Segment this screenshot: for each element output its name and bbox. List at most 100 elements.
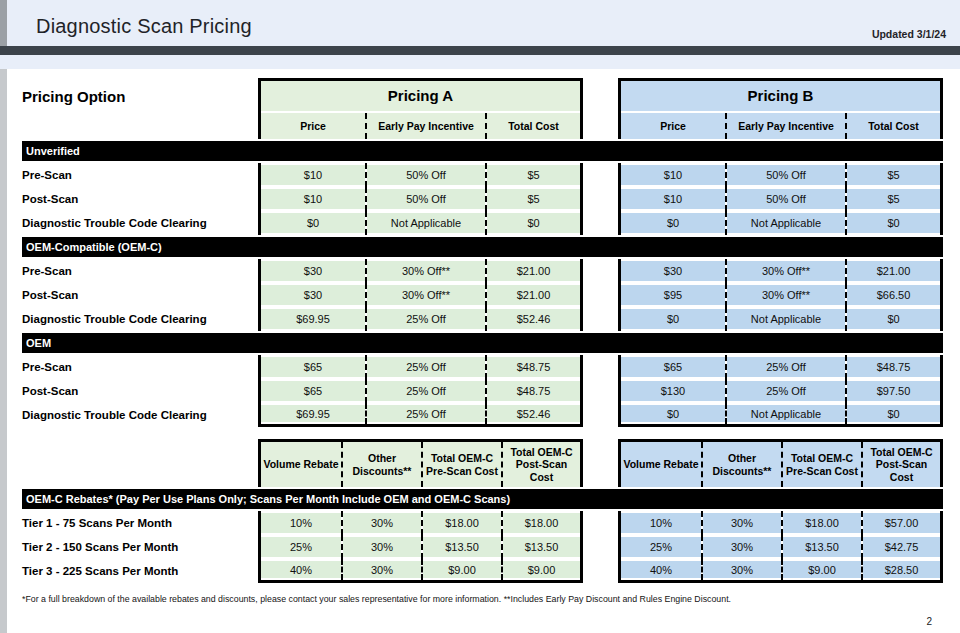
cell-total-cost: $0 xyxy=(845,307,940,331)
cell-total-postscan: $57.00 xyxy=(861,511,940,535)
row-label: Diagnostic Trouble Code Clearing xyxy=(22,403,258,427)
cell-other-discounts: 30% xyxy=(701,559,781,580)
pricing-a-cells: $10 50% Off $5 xyxy=(258,163,583,187)
cell-early-pay: 30% Off** xyxy=(365,259,485,283)
cell-total-prescan: $13.50 xyxy=(421,535,501,559)
cell-price: $69.95 xyxy=(261,307,365,331)
row-label: Tier 3 - 225 Scans Per Month xyxy=(22,559,258,583)
table-row: Post-Scan $10 50% Off $5 $10 50% Off $5 xyxy=(22,187,943,211)
pricing-a-cells: $10 50% Off $5 xyxy=(258,187,583,211)
pricing-b-cells: $0 Not Applicable $0 xyxy=(618,211,943,235)
rebates-a-column-headers: Volume Rebate Other Discounts** Total OE… xyxy=(261,442,580,487)
cell-volume-rebate: 10% xyxy=(621,511,701,535)
cell-early-pay: 25% Off xyxy=(365,307,485,331)
cell-total-cost: $21.00 xyxy=(845,259,940,283)
cell-price: $65 xyxy=(261,355,365,379)
rebates-b-cells: 25% 30% $13.50 $42.75 xyxy=(618,535,943,559)
pricing-a-header: Pricing A Price Early Pay Incentive Tota… xyxy=(258,78,583,139)
cell-early-pay: 50% Off xyxy=(725,163,845,187)
pricing-a-title: Pricing A xyxy=(261,81,580,111)
row-label: Post-Scan xyxy=(22,379,258,403)
cell-early-pay: Not Applicable xyxy=(725,403,845,424)
cell-price: $30 xyxy=(621,259,725,283)
column-header-total-prescan: Total OEM-C Pre-Scan Cost xyxy=(421,442,501,487)
cell-price: $0 xyxy=(621,403,725,424)
cell-total-cost: $21.00 xyxy=(485,259,580,283)
rebates-a-header: Volume Rebate Other Discounts** Total OE… xyxy=(258,439,583,487)
header-sub-band xyxy=(0,55,960,69)
cell-early-pay: 30% Off** xyxy=(725,259,845,283)
cell-early-pay: Not Applicable xyxy=(365,211,485,235)
cell-total-cost: $5 xyxy=(845,163,940,187)
rebates-a-cells: 25% 30% $13.50 $13.50 xyxy=(258,535,583,559)
rebates-block: Volume Rebate Other Discounts** Total OE… xyxy=(22,439,943,583)
cell-price: $30 xyxy=(261,283,365,307)
table-row: Diagnostic Trouble Code Clearing $69.95 … xyxy=(22,307,943,331)
cell-total-cost: $97.50 xyxy=(845,379,940,403)
cell-total-postscan: $18.00 xyxy=(501,511,580,535)
cell-total-cost: $0 xyxy=(845,403,940,424)
pricing-b-cells: $0 Not Applicable $0 xyxy=(618,403,943,427)
cell-total-cost: $0 xyxy=(485,211,580,235)
column-header-volume-rebate: Volume Rebate xyxy=(261,442,341,487)
table-row: Tier 3 - 225 Scans Per Month 40% 30% $9.… xyxy=(22,559,943,583)
table-row: Diagnostic Trouble Code Clearing $0 Not … xyxy=(22,211,943,235)
footnote: *For a full breakdown of the available r… xyxy=(22,594,943,604)
cell-early-pay: 30% Off** xyxy=(725,283,845,307)
pricing-a-cells: $65 25% Off $48.75 xyxy=(258,355,583,379)
pricing-b-title: Pricing B xyxy=(621,81,940,111)
cell-early-pay: 50% Off xyxy=(365,187,485,211)
pricing-a-cells: $69.95 25% Off $52.46 xyxy=(258,403,583,427)
cell-total-postscan: $13.50 xyxy=(501,535,580,559)
cell-early-pay: 25% Off xyxy=(365,379,485,403)
cell-price: $10 xyxy=(621,163,725,187)
cell-total-cost: $21.00 xyxy=(485,283,580,307)
rebates-a-cells: 10% 30% $18.00 $18.00 xyxy=(258,511,583,535)
pricing-a-cells: $65 25% Off $48.75 xyxy=(258,379,583,403)
cell-other-discounts: 30% xyxy=(701,511,781,535)
cell-total-cost: $52.46 xyxy=(485,403,580,424)
cell-other-discounts: 30% xyxy=(341,511,421,535)
column-header-total-postscan: Total OEM-C Post-Scan Cost xyxy=(501,442,580,487)
column-header-volume-rebate: Volume Rebate xyxy=(621,442,701,487)
column-header-early-pay: Early Pay Incentive xyxy=(725,113,845,139)
table-row: Tier 1 - 75 Scans Per Month 10% 30% $18.… xyxy=(22,511,943,535)
header-divider-bar xyxy=(0,46,960,55)
table-row: Pre-Scan $10 50% Off $5 $10 50% Off $5 xyxy=(22,163,943,187)
column-header-other-discounts: Other Discounts** xyxy=(341,442,421,487)
cell-early-pay: 25% Off xyxy=(725,355,845,379)
cell-total-cost: $5 xyxy=(485,163,580,187)
rebates-b-cells: 10% 30% $18.00 $57.00 xyxy=(618,511,943,535)
cell-volume-rebate: 40% xyxy=(621,559,701,580)
pricing-b-header: Pricing B Price Early Pay Incentive Tota… xyxy=(618,78,943,139)
cell-price: $10 xyxy=(261,163,365,187)
cell-volume-rebate: 25% xyxy=(261,535,341,559)
cell-volume-rebate: 10% xyxy=(261,511,341,535)
rebates-b-column-headers: Volume Rebate Other Discounts** Total OE… xyxy=(621,442,940,487)
page-number: 2 xyxy=(926,616,932,627)
cell-total-cost: $48.75 xyxy=(485,379,580,403)
rebates-header-row: Volume Rebate Other Discounts** Total OE… xyxy=(22,439,943,487)
column-header-price: Price xyxy=(261,113,365,139)
row-label: Post-Scan xyxy=(22,283,258,307)
column-header-early-pay: Early Pay Incentive xyxy=(365,113,485,139)
pricing-a-cells: $69.95 25% Off $52.46 xyxy=(258,307,583,331)
column-header-total-cost: Total Cost xyxy=(845,113,940,139)
cell-total-cost: $5 xyxy=(845,187,940,211)
column-header-total-cost: Total Cost xyxy=(485,113,580,139)
cell-early-pay: 25% Off xyxy=(365,355,485,379)
cell-early-pay: 25% Off xyxy=(365,403,485,424)
column-header-total-postscan: Total OEM-C Post-Scan Cost xyxy=(861,442,940,487)
table-row: Pre-Scan $65 25% Off $48.75 $65 25% Off … xyxy=(22,355,943,379)
cell-other-discounts: 30% xyxy=(701,535,781,559)
cell-other-discounts: 30% xyxy=(341,559,421,580)
cell-total-cost: $0 xyxy=(845,211,940,235)
pricing-b-cells: $95 30% Off** $66.50 xyxy=(618,283,943,307)
row-label: Pre-Scan xyxy=(22,259,258,283)
cell-early-pay: 50% Off xyxy=(365,163,485,187)
table-row: Post-Scan $65 25% Off $48.75 $130 25% Of… xyxy=(22,379,943,403)
cell-total-cost: $66.50 xyxy=(845,283,940,307)
cell-price: $95 xyxy=(621,283,725,307)
cell-price: $65 xyxy=(621,355,725,379)
pricing-a-column-headers: Price Early Pay Incentive Total Cost xyxy=(261,113,580,139)
